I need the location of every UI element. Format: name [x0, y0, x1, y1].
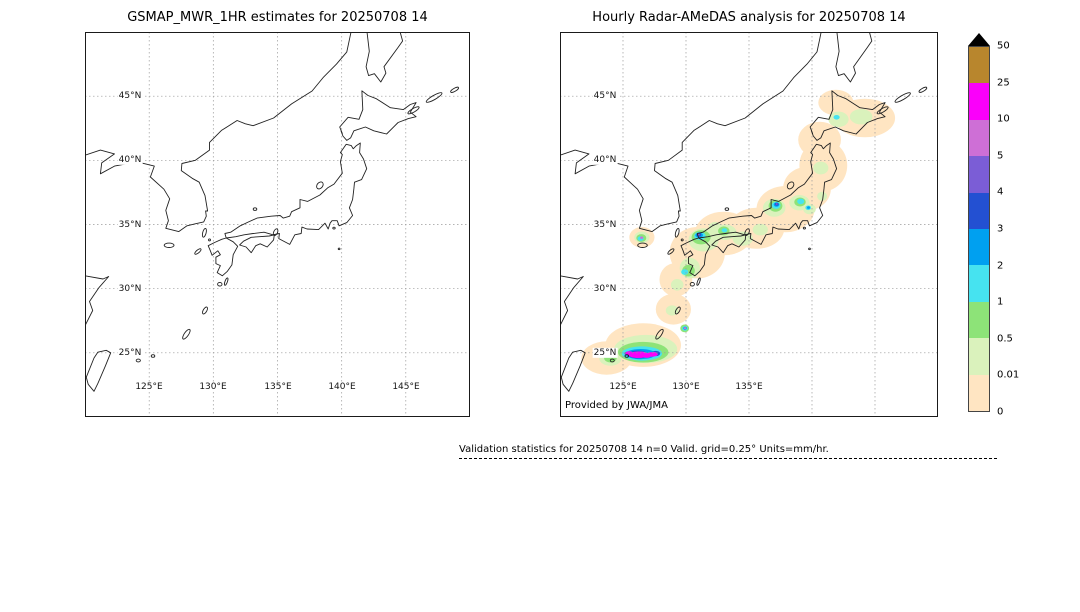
colorbar-segment — [969, 374, 989, 412]
colorbar-tick-label: 2 — [997, 260, 1004, 272]
panel-title: Hourly Radar-AMeDAS analysis for 2025070… — [592, 10, 906, 25]
colorbar-tick-label: 0.01 — [997, 369, 1020, 381]
lat-tick-label: 30°N — [117, 283, 143, 295]
lat-tick-label: 25°N — [592, 347, 618, 359]
colorbar-segment — [969, 156, 989, 193]
colorbar-tick-label: 10 — [997, 113, 1010, 125]
colorbar-tick-label: 3 — [997, 223, 1004, 235]
lon-tick-label: 135°E — [263, 381, 293, 393]
lon-tick-label: 130°E — [671, 381, 701, 393]
map-panel-radar: Hourly Radar-AMeDAS analysis for 2025070… — [560, 10, 938, 417]
map-panel-gsmap: GSMAP_MWR_1HR estimates for 20250708 14 … — [85, 10, 470, 417]
lon-tick-label: 130°E — [198, 381, 228, 393]
colorbar-segment — [969, 83, 989, 120]
footer-dashed-line — [459, 458, 997, 459]
lat-tick-label: 30°N — [592, 283, 618, 295]
lon-tick-label: 140°E — [327, 381, 357, 393]
colorbar-segment — [969, 47, 989, 84]
colorbar-over-range-triangle — [968, 33, 990, 46]
lon-tick-label: 145°E — [391, 381, 421, 393]
lat-tick-label: 40°N — [117, 154, 143, 166]
lon-tick-label: 125°E — [608, 381, 638, 393]
footer-stats-text: Validation statistics for 20250708 14 n=… — [459, 444, 829, 455]
lat-tick-label: 40°N — [592, 154, 618, 166]
colorbar-tick-label: 50 — [997, 40, 1010, 52]
colorbar: 50 25 10 5 4 3 2 1 0.5 0.01 0 — [968, 33, 1048, 418]
colorbar-tick-label: 1 — [997, 296, 1004, 308]
panel-title: GSMAP_MWR_1HR estimates for 20250708 14 — [127, 10, 428, 25]
map-plot — [85, 32, 470, 417]
lon-tick-label: 135°E — [734, 381, 764, 393]
colorbar-segment — [969, 119, 989, 157]
colorbar-scale — [968, 46, 990, 412]
colorbar-tick-label: 4 — [997, 186, 1004, 198]
colorbar-segment — [969, 192, 989, 230]
lat-tick-label: 35°N — [117, 219, 143, 231]
data-credit-label: Provided by JWA/JMA — [562, 399, 671, 412]
footer: Validation statistics for 20250708 14 n=… — [459, 444, 999, 459]
colorbar-tick-label: 5 — [997, 150, 1004, 162]
colorbar-segment — [969, 265, 989, 302]
lat-tick-label: 45°N — [117, 90, 143, 102]
colorbar-ticks: 50 25 10 5 4 3 2 1 0.5 0.01 0 — [997, 41, 1043, 418]
colorbar-segment — [969, 229, 989, 266]
lat-tick-label: 45°N — [592, 90, 618, 102]
lat-tick-label: 25°N — [117, 347, 143, 359]
lat-tick-label: 35°N — [592, 219, 618, 231]
colorbar-segment — [969, 301, 989, 339]
colorbar-tick-label: 0.5 — [997, 333, 1013, 345]
colorbar-segment — [969, 338, 989, 375]
colorbar-tick-label: 0 — [997, 406, 1004, 418]
map-plot — [560, 32, 938, 417]
colorbar-tick-label: 25 — [997, 77, 1010, 89]
lon-tick-label: 125°E — [134, 381, 164, 393]
